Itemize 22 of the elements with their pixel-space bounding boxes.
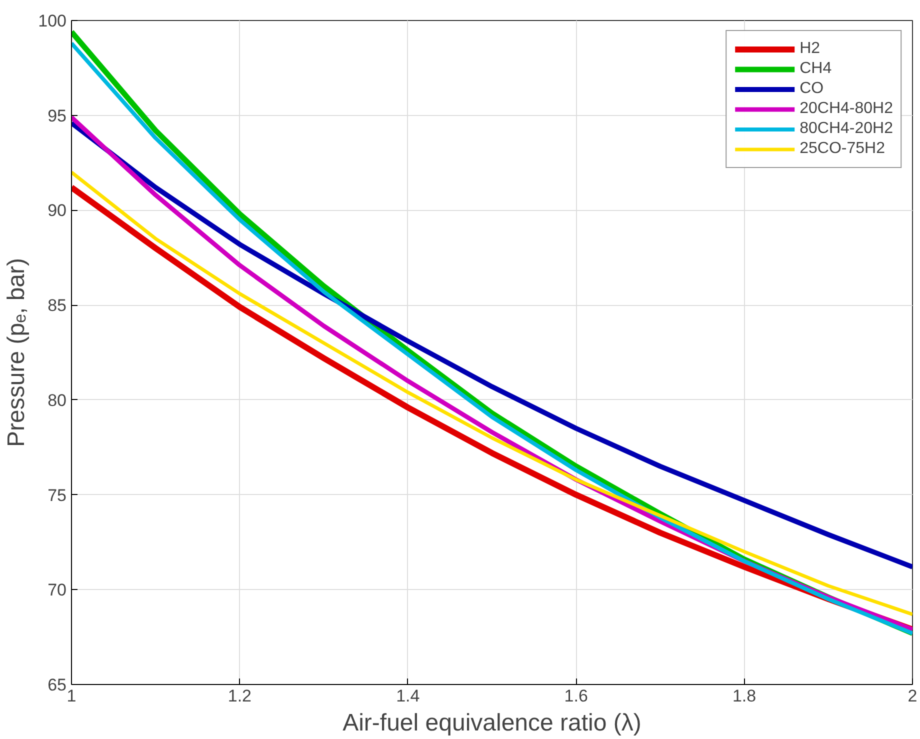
x-tick-label: 1.8 (732, 686, 756, 706)
y-axis-title: Pressure (pₑ, bar) (3, 258, 30, 447)
y-tick-label: 70 (48, 580, 67, 600)
y-tick-label: 75 (48, 486, 67, 505)
y-tick-label: 100 (38, 12, 67, 30)
x-tick-label: 1.6 (564, 686, 588, 706)
legend-label: 20CH4-80H2 (800, 99, 893, 119)
x-tick-label: 2 (908, 686, 918, 706)
legend-label: CO (800, 79, 824, 99)
x-tick-label: 1.2 (228, 686, 252, 706)
legend-label: 80CH4-20H2 (800, 119, 893, 139)
y-tick-label: 90 (48, 201, 67, 220)
x-axis-title: Air-fuel equivalence ratio (λ) (342, 710, 642, 736)
legend-label: 25CO-75H2 (800, 139, 885, 159)
x-tick-label: 1.4 (396, 686, 420, 706)
legend-label: H2 (800, 39, 820, 59)
y-tick-label: 65 (48, 676, 67, 694)
legend-label: CH4 (800, 59, 832, 79)
y-tick-label: 80 (48, 390, 67, 410)
y-tick-label: 85 (48, 296, 67, 316)
y-tick-label: 95 (48, 106, 67, 126)
x-tick-label: 1 (66, 686, 76, 706)
